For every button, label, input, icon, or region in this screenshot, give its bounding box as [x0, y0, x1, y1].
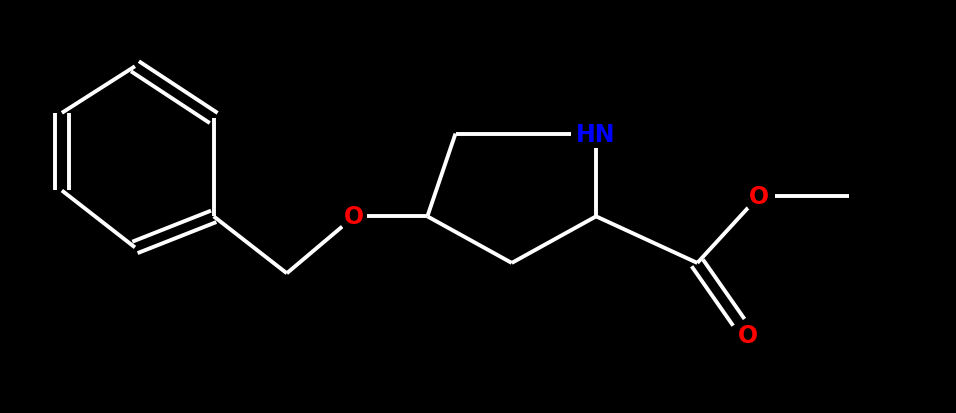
Text: HN: HN	[576, 122, 616, 146]
Text: O: O	[344, 205, 364, 229]
Text: O: O	[750, 184, 770, 208]
Text: O: O	[738, 324, 758, 347]
